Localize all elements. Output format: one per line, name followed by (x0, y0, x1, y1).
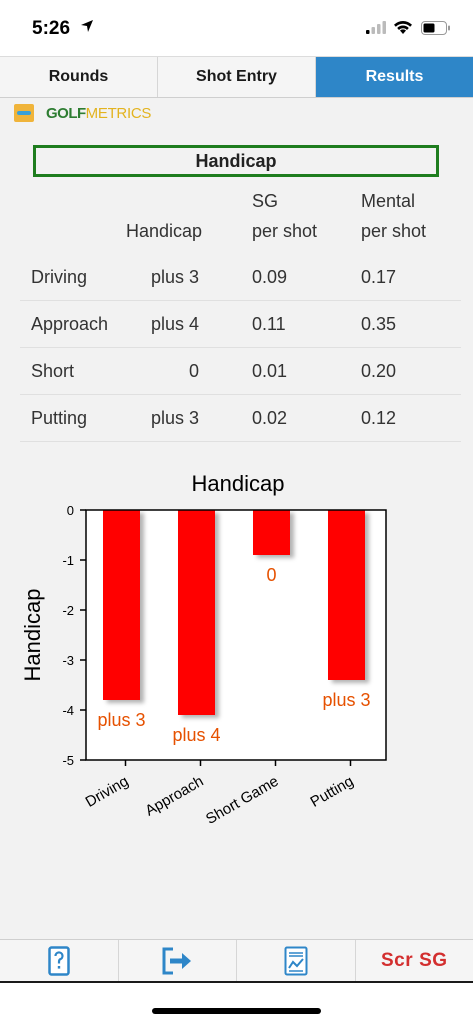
row-handicap: plus 4 (150, 314, 199, 334)
chart-title: Handicap (192, 471, 285, 496)
header-sg-line1: SG (252, 191, 279, 211)
row-mental: 0.17 (361, 267, 397, 287)
row-name: Putting (31, 408, 88, 428)
section-title: Handicap (33, 145, 439, 177)
export-button[interactable] (119, 940, 237, 981)
row-mental: 0.20 (361, 361, 397, 381)
report-button[interactable] (237, 940, 356, 981)
header-mental-line1: Mental (361, 191, 416, 211)
y-tick-label: -4 (62, 703, 74, 718)
tab-results[interactable]: Results (316, 57, 473, 97)
help-icon (48, 945, 70, 976)
header-mental-line2: per shot (361, 221, 427, 241)
x-tick-label: Driving (83, 773, 132, 811)
y-axis-label: Handicap (20, 589, 45, 682)
row-handicap: 0 (188, 361, 199, 381)
row-sg: 0.09 (252, 267, 288, 287)
y-tick-label: -1 (62, 553, 74, 568)
row-sg: 0.02 (252, 408, 288, 428)
report-icon (284, 946, 308, 975)
row-mental: 0.35 (361, 314, 397, 334)
header-sg-line2: per shot (252, 221, 318, 241)
bar (103, 510, 140, 700)
scr-sg-label-part2: SG (419, 949, 448, 971)
y-tick-label: -5 (62, 753, 74, 768)
status-bar: 5:26 (0, 0, 473, 56)
row-sg: 0.01 (252, 361, 288, 381)
bar (253, 510, 290, 555)
bar-data-label: plus 3 (97, 710, 145, 730)
status-time: 5:26 (32, 18, 71, 39)
tab-shot-entry[interactable]: Shot Entry (158, 57, 316, 97)
export-icon (162, 947, 192, 974)
plot-frame (85, 509, 387, 761)
logo-text-golf: GOLF (46, 104, 86, 122)
row-name: Driving (31, 267, 88, 287)
x-tick-label: Putting (308, 773, 357, 811)
header-handicap: Handicap (126, 221, 203, 241)
table-row: Driving plus 3 0.09 0.17 (20, 254, 461, 301)
location-arrow-icon (81, 20, 93, 32)
handicap-bar-chart: Handicap Handicap 0 -1 -2 -3 -4 -5 plus 3 Driving… (20, 471, 387, 828)
x-tick-label: Approach (142, 773, 206, 820)
logo-badge-icon (14, 104, 34, 122)
tab-rounds[interactable]: Rounds (0, 57, 158, 97)
wifi-icon (394, 20, 412, 34)
x-tick-label: Short Game (203, 773, 282, 828)
row-mental: 0.12 (361, 408, 397, 428)
row-handicap: plus 3 (150, 408, 199, 428)
bar (178, 510, 215, 715)
bar (328, 510, 365, 680)
bar-data-label: plus 3 (322, 690, 370, 710)
table-row: Putting plus 3 0.02 0.12 (20, 395, 461, 442)
y-tick-label: 0 (67, 503, 74, 518)
golfmetrics-logo: GOLF METRICS (14, 102, 151, 124)
row-name: Short (31, 361, 75, 381)
y-tick-label: -2 (62, 603, 74, 618)
table-row: Short 0 0.01 0.20 (20, 348, 461, 395)
tab-bar: Rounds Shot Entry Results (0, 56, 473, 98)
bar-data-label: plus 4 (172, 725, 220, 745)
cellular-signal-icon (366, 21, 386, 34)
row-name: Approach (31, 314, 109, 334)
table-row: Approach plus 4 0.11 0.35 (20, 301, 461, 348)
row-sg: 0.11 (252, 314, 286, 334)
help-button[interactable] (0, 940, 119, 981)
scr-sg-button[interactable]: Scr SG (356, 940, 473, 981)
logo-text-metrics: METRICS (85, 104, 152, 122)
scr-sg-label-part1: Scr (380, 949, 414, 971)
bottom-toolbar: Scr SG (0, 939, 473, 983)
home-indicator (152, 1008, 321, 1014)
y-tick-label: -3 (62, 653, 74, 668)
home-indicator-area (0, 983, 473, 1024)
row-handicap: plus 3 (150, 267, 199, 287)
bar-data-label: 0 (266, 565, 276, 585)
battery-icon (421, 21, 450, 35)
